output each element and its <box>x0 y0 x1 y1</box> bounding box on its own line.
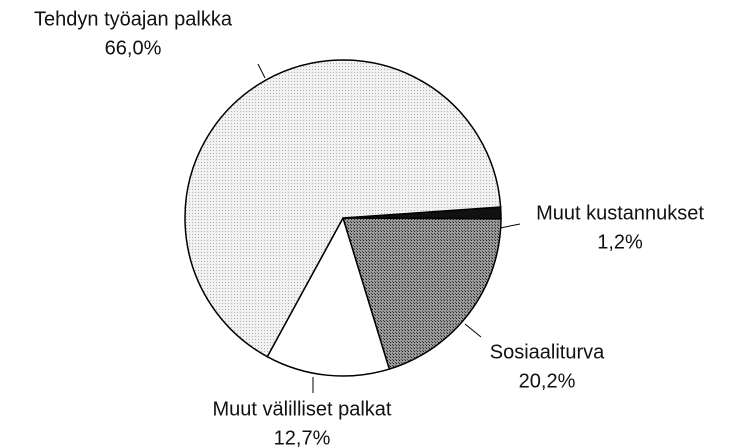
pie-slice <box>184 59 502 358</box>
slice-label: Sosiaaliturva <box>490 341 605 363</box>
slice-value-label: 66,0% <box>105 37 162 59</box>
slice-label: Tehdyn työajan palkka <box>34 8 233 30</box>
slice-value-label: 20,2% <box>519 370 576 392</box>
pie-slice <box>341 217 502 371</box>
leader-line <box>257 63 266 79</box>
leader-line <box>464 323 482 338</box>
slice-value-label: 1,2% <box>597 231 643 253</box>
slice-label: Muut välilliset palkat <box>213 398 392 420</box>
pie-slice <box>266 216 391 377</box>
slice-value-label: 12,7% <box>274 427 331 447</box>
leader-line <box>499 223 521 229</box>
slice-label: Muut kustannukset <box>536 202 704 224</box>
